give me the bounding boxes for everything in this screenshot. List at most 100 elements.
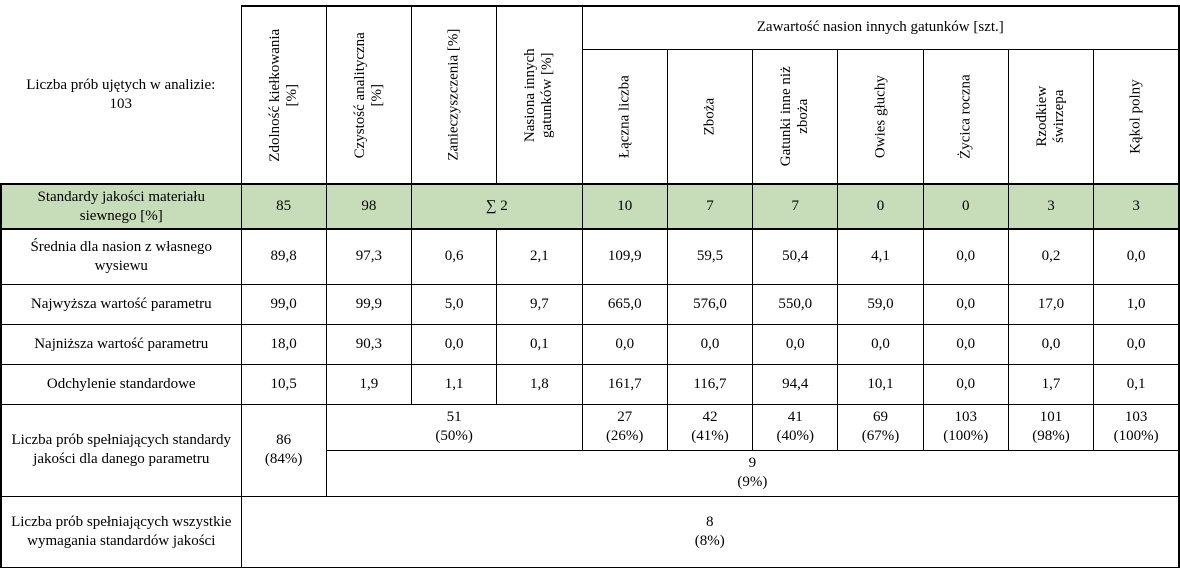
stddev-row: Odchylenie standardowe 10,5 1,9 1,1 1,8 … xyxy=(0,363,1180,405)
cell-value: 116,7 xyxy=(666,363,754,405)
cell-value: 59,0 xyxy=(837,283,924,325)
rotated-header-wrap: Owies głuchy xyxy=(838,52,922,181)
column-header-cereals: Zboża xyxy=(666,48,754,185)
cell-value: 10 xyxy=(581,183,668,230)
cell-value: 0,0 xyxy=(922,363,1009,405)
cell-value: 109,9 xyxy=(581,228,668,285)
cell-value-merged-other: 9 (9%) xyxy=(325,449,1180,497)
cell-value: 0 xyxy=(922,183,1009,230)
cell-value: 0,1 xyxy=(1093,363,1180,405)
cell-value-merged-purity-group: 51 (50%) xyxy=(325,403,583,451)
cell-value: 27 (26%) xyxy=(581,403,668,451)
column-header-corn-cockle: Kąkol polny xyxy=(1093,48,1180,185)
group-header-other-species-content: Zawartość nasion innych gatunków [szt.] xyxy=(581,5,1180,50)
per-parameter-compliance-merged-row: 9 (9%) xyxy=(1,449,1180,497)
column-header-label: Owies głuchy xyxy=(871,74,888,158)
cell-value: 59,5 xyxy=(666,228,754,285)
all-requirements-row: Liczba prób spełniających wszystkie wyma… xyxy=(0,495,1180,568)
cell-value: 0 xyxy=(837,183,924,230)
cell-value: 0,0 xyxy=(1007,323,1095,365)
cell-value: 7 xyxy=(752,183,839,230)
rotated-header-wrap: Rzodkiew świrzepa xyxy=(1009,52,1093,181)
row-label: Standardy jakości materiału siewnego [%] xyxy=(0,183,242,230)
standards-row: Standardy jakości materiału siewnego [%]… xyxy=(0,183,1180,230)
cell-value: 103 (100%) xyxy=(1093,403,1180,451)
rotated-header-wrap: Zboża xyxy=(668,52,752,181)
rotated-header-wrap: Życica roczna xyxy=(924,52,1008,181)
column-header-label: Zanieczyszczenia [%] xyxy=(445,29,462,161)
cell-value: 0,0 xyxy=(837,323,924,365)
column-header-non-cereal-species: Gatunki inne niż zboża xyxy=(752,48,839,185)
column-header-label: Nasiona innych gatunków [%] xyxy=(522,48,556,142)
min-row: Najniższa wartość parametru 18,0 90,3 0,… xyxy=(0,323,1180,365)
row-label: Odchylenie standardowe xyxy=(0,363,242,405)
cell-value: 4,1 xyxy=(837,228,924,285)
cell-value: 90,3 xyxy=(325,323,413,365)
column-header-wild-radish: Rzodkiew świrzepa xyxy=(1007,48,1095,185)
cell-value: 1,1 xyxy=(411,363,498,405)
rotated-header-wrap: Kąkol polny xyxy=(1094,52,1178,181)
cell-value: 103 (100%) xyxy=(922,403,1009,451)
cell-value: 1,0 xyxy=(1093,283,1180,325)
cell-value: 1,7 xyxy=(1007,363,1095,405)
seed-quality-statistics-table: Liczba prób ujętych w analizie: 103 Zdol… xyxy=(0,5,1180,568)
cell-value: 7 xyxy=(666,183,754,230)
cell-value: 98 xyxy=(325,183,413,230)
cell-value: 0,0 xyxy=(1093,323,1180,365)
cell-value: 665,0 xyxy=(581,283,668,325)
column-header-wild-oat: Owies głuchy xyxy=(837,48,924,185)
column-header-impurities: Zanieczyszczenia [%] xyxy=(411,5,498,185)
column-header-purity: Czystość analityczna [%] xyxy=(325,5,413,185)
rotated-header-wrap: Gatunki inne niż zboża xyxy=(753,52,837,181)
cell-value: 2,1 xyxy=(496,228,583,285)
row-label: Najniższa wartość parametru xyxy=(0,323,242,365)
column-header-label: Zboża xyxy=(701,97,718,135)
cell-value: 94,4 xyxy=(752,363,839,405)
cell-value: 161,7 xyxy=(581,363,668,405)
cell-value: 5,0 xyxy=(411,283,498,325)
column-header-label: Gatunki inne niż zboża xyxy=(777,66,812,167)
per-parameter-compliance-row: Liczba prób spełniających standardy jako… xyxy=(0,403,1180,497)
cell-value: 550,0 xyxy=(752,283,839,325)
column-header-label: Zdolność kiełkowania [%] xyxy=(266,28,300,162)
cell-value: 0,0 xyxy=(752,323,839,365)
row-label: Średnia dla nasion z własnego wysiewu xyxy=(0,228,242,285)
cell-value: 0,0 xyxy=(922,323,1009,365)
mean-row: Średnia dla nasion z własnego wysiewu 89… xyxy=(0,228,1180,285)
sample-count-cell: Liczba prób ujętych w analizie: 103 xyxy=(1,6,242,185)
rotated-header-wrap: Nasiona innych gatunków [%] xyxy=(497,9,581,181)
rotated-header-wrap: Zdolność kiełkowania [%] xyxy=(242,9,326,181)
cell-value-merged-sum: ∑ 2 xyxy=(411,183,583,230)
column-header-annual-ryegrass: Życica roczna xyxy=(922,48,1009,185)
cell-value: 0,0 xyxy=(922,283,1009,325)
rotated-header-wrap: Czystość analityczna [%] xyxy=(327,9,411,181)
cell-value: 3 xyxy=(1007,183,1095,230)
row-label: Liczba prób spełniających wszystkie wyma… xyxy=(0,495,242,568)
cell-value: 0,0 xyxy=(666,323,754,365)
cell-value: 99,9 xyxy=(325,283,413,325)
cell-value: 3 xyxy=(1093,183,1180,230)
cell-value: 42 (41%) xyxy=(666,403,754,451)
max-row: Najwyższa wartość parametru 99,0 99,9 5,… xyxy=(0,283,1180,325)
row-label: Najwyższa wartość parametru xyxy=(0,283,242,325)
cell-value: 9,7 xyxy=(496,283,583,325)
row-label: Liczba prób spełniających standardy jako… xyxy=(0,403,242,497)
cell-value: 97,3 xyxy=(325,228,413,285)
cell-value: 0,0 xyxy=(411,323,498,365)
column-header-label: Czystość analityczna [%] xyxy=(351,31,385,159)
cell-value: 576,0 xyxy=(666,283,754,325)
cell-value: 41 (40%) xyxy=(752,403,839,451)
cell-value: 101 (98%) xyxy=(1007,403,1095,451)
rotated-header-wrap: Zanieczyszczenia [%] xyxy=(412,9,496,181)
column-header-label: Kąkol polny xyxy=(1127,78,1144,154)
cell-value: 0,0 xyxy=(922,228,1009,285)
cell-value-merged-all: 8 (8%) xyxy=(240,495,1180,568)
column-header-label: Życica roczna xyxy=(957,73,974,159)
cell-value: 10,5 xyxy=(240,363,327,405)
cell-value: 99,0 xyxy=(240,283,327,325)
cell-value: 89,8 xyxy=(240,228,327,285)
cell-value: 10,1 xyxy=(837,363,924,405)
rotated-header-wrap: Łączna liczba xyxy=(583,52,667,181)
cell-value: 1,9 xyxy=(325,363,413,405)
column-header-other-seeds-pct: Nasiona innych gatunków [%] xyxy=(496,5,583,185)
